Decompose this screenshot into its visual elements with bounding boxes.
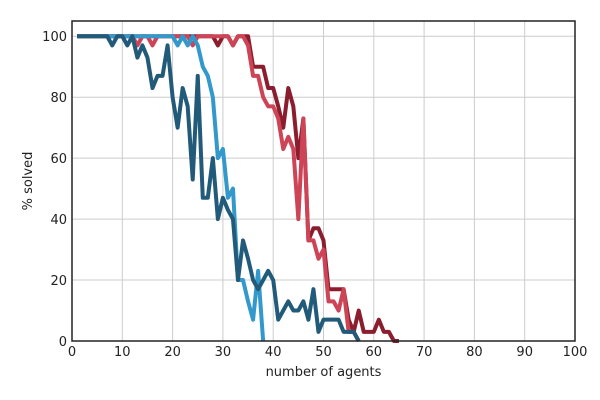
x-tick-label: 40 [265, 345, 282, 360]
y-tick-label: 20 [50, 274, 67, 289]
y-tick-label: 60 [50, 152, 67, 167]
series-line-2 [77, 34, 361, 342]
x-tick-label: 50 [315, 345, 332, 360]
plot-frame [71, 20, 576, 342]
x-tick-label: 90 [516, 345, 533, 360]
x-tick-label: 60 [366, 345, 383, 360]
y-tick-label: 40 [50, 213, 67, 228]
x-tick-label: 20 [164, 345, 181, 360]
x-tick-labels: 0 10 20 30 40 50 60 70 80 90 100 [68, 345, 588, 360]
x-tick-label: 100 [563, 345, 588, 360]
y-tick-label: 100 [42, 30, 67, 45]
x-tick-label: 30 [215, 345, 232, 360]
series-line-4 [77, 34, 361, 342]
y-tick-label: 0 [59, 335, 67, 350]
x-tick-label: 80 [466, 345, 483, 360]
x-tick-label: 0 [68, 345, 76, 360]
series-line-1 [77, 34, 399, 343]
series-layer [77, 34, 399, 343]
x-tick-label: 10 [114, 345, 131, 360]
y-tick-labels: 0 20 40 60 80 100 [42, 30, 67, 350]
x-axis-label: number of agents [266, 365, 382, 380]
x-tick-label: 70 [416, 345, 433, 360]
y-axis-label: % solved [21, 152, 36, 211]
y-tick-label: 80 [50, 91, 67, 106]
